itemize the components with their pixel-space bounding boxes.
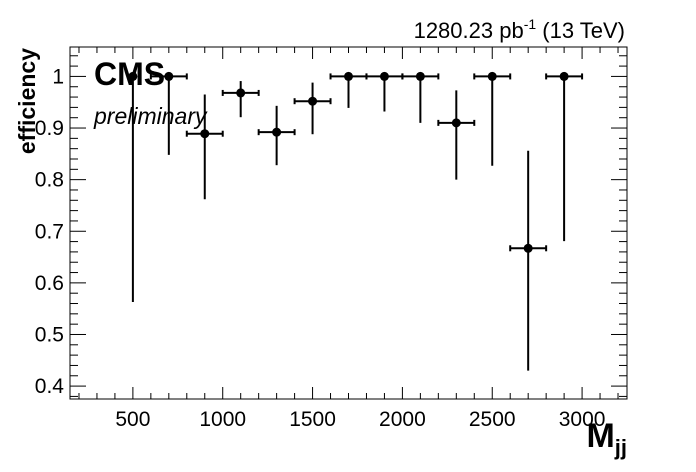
x-tick-label: 3000 <box>559 408 606 431</box>
data-point <box>365 71 404 112</box>
data-point <box>473 71 512 166</box>
data-point <box>128 71 138 302</box>
lumi-value: 1280.23 pb <box>414 18 524 43</box>
x-axis-title-sub: jj <box>614 435 627 460</box>
luminosity-label: 1280.23 pb-1 (13 TeV) <box>414 16 625 43</box>
data-point <box>221 81 260 118</box>
axis-tick-labels: 500 1000 1500 2000 2500 3000 0.4 0.5 0.6 0.7 0.8 0.… <box>35 65 606 431</box>
lumi-energy: (13 TeV) <box>536 18 625 43</box>
x-tick-label: 500 <box>115 408 150 431</box>
y-tick-label: 1 <box>52 65 64 88</box>
data-marker <box>415 71 425 81</box>
y-tick-label: 0.6 <box>35 272 64 295</box>
y-tick-label: 0.5 <box>35 323 64 346</box>
data-marker <box>344 71 353 81</box>
data-marker <box>559 71 569 81</box>
data-point <box>401 71 440 123</box>
data-points <box>128 71 584 371</box>
y-tick-label: 0.8 <box>35 169 64 192</box>
data-point <box>545 71 584 242</box>
data-marker <box>236 88 246 98</box>
data-point <box>149 71 188 155</box>
data-marker <box>523 243 533 253</box>
data-point <box>185 94 224 200</box>
data-point <box>257 105 296 166</box>
experiment-label: CMS <box>94 56 165 92</box>
x-axis-title: Mjj <box>586 417 627 460</box>
status-label: preliminary <box>93 103 208 129</box>
axis-ticks <box>70 47 627 399</box>
lumi-exponent: -1 <box>524 16 537 32</box>
x-axis-title-main: M <box>586 417 614 455</box>
data-point <box>509 150 548 371</box>
data-point <box>329 71 368 108</box>
x-tick-label: 2500 <box>469 408 516 431</box>
data-marker <box>200 129 210 139</box>
data-marker <box>451 118 461 128</box>
y-tick-label: 0.4 <box>35 375 65 398</box>
x-tick-label: 1000 <box>199 408 246 431</box>
data-marker <box>272 127 282 137</box>
y-tick-label: 0.9 <box>35 117 64 140</box>
data-marker <box>128 71 138 81</box>
y-tick-label: 0.7 <box>35 220 64 243</box>
data-point <box>293 82 332 135</box>
y-axis-title: efficiency <box>14 48 40 154</box>
x-tick-label: 1500 <box>289 408 336 431</box>
x-tick-label: 2000 <box>379 408 426 431</box>
data-marker <box>487 71 497 81</box>
data-marker <box>308 96 318 106</box>
data-point <box>437 90 476 180</box>
data-marker <box>164 71 174 81</box>
data-marker <box>379 71 389 81</box>
